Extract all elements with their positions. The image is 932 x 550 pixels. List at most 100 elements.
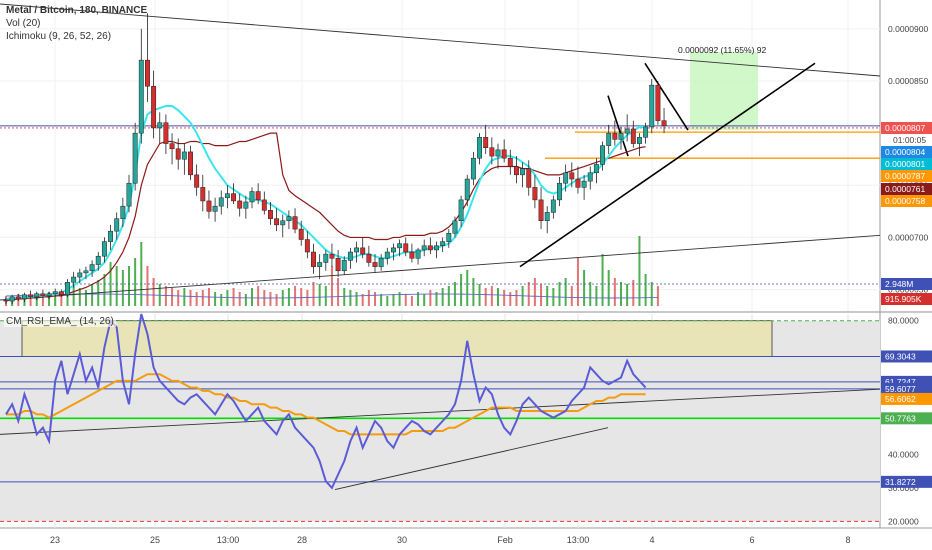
candle — [280, 214, 286, 238]
rsi-background — [0, 320, 880, 522]
candle — [132, 122, 138, 191]
candle-body — [421, 245, 427, 251]
candle-body — [157, 122, 163, 129]
candlesticks — [3, 13, 667, 305]
time-tick-label: Feb — [497, 535, 513, 545]
volume-bar — [386, 296, 389, 306]
volume-bar — [66, 290, 69, 306]
candle-body — [9, 296, 15, 302]
candle-body — [261, 199, 267, 211]
volume-bar — [546, 286, 549, 306]
volume-bar — [490, 286, 493, 306]
candle — [544, 206, 550, 234]
volume-bar — [503, 290, 506, 306]
candle — [34, 291, 40, 300]
volume-bar — [478, 284, 481, 306]
volume-bar — [533, 278, 536, 306]
descending-trendline — [0, 3, 881, 77]
candle — [101, 237, 107, 263]
candle-body — [360, 247, 366, 255]
candle — [643, 122, 649, 144]
chart-title: Metal / Bitcoin, 180, BINANCE — [6, 5, 148, 16]
rsi-badge-bg — [881, 475, 932, 488]
volume-bar — [330, 266, 333, 306]
candle — [58, 289, 64, 297]
candle-body — [108, 230, 113, 242]
volume-bar — [251, 288, 253, 306]
candle-body — [237, 200, 243, 209]
ichimoku-base-line — [6, 132, 646, 301]
candle-body — [347, 251, 353, 261]
volume-bar — [300, 288, 303, 306]
rsi-tick-label: 80.0000 — [888, 316, 919, 326]
volume-bar — [244, 294, 247, 306]
candle — [427, 237, 433, 255]
volume-bar — [576, 258, 579, 306]
candle-body — [600, 145, 605, 165]
candle — [46, 291, 52, 299]
candle — [261, 191, 267, 215]
volume-legend[interactable]: Vol (20) — [6, 18, 41, 29]
volume-bar — [466, 270, 469, 306]
volume-bar — [361, 294, 364, 306]
price-badge: 0.0000758 — [885, 196, 925, 206]
volume-bar — [152, 278, 155, 306]
candle-body — [372, 262, 378, 267]
candle-body — [249, 191, 255, 203]
candle — [323, 249, 329, 271]
candle — [243, 195, 249, 219]
price-axis[interactable] — [880, 0, 932, 528]
candle — [317, 254, 323, 280]
volume-bar — [306, 290, 309, 306]
candle-body — [624, 128, 630, 134]
volume-bar — [29, 298, 32, 306]
ichimoku-legend[interactable]: Ichimoku (9, 26, 52, 26) — [6, 31, 112, 42]
volume-bar — [177, 290, 180, 306]
candle — [483, 124, 489, 154]
candle — [28, 290, 34, 299]
time-tick-label: 8 — [845, 535, 850, 545]
candle-body — [446, 233, 452, 242]
candle — [188, 145, 193, 181]
volume-bar — [589, 282, 592, 306]
candle-body — [224, 193, 230, 199]
candle — [206, 190, 212, 219]
candle — [661, 108, 667, 134]
price-axis-labels: 0.00009000.00008500.00007500.00007000.00… — [881, 24, 932, 526]
candle-body — [298, 228, 304, 240]
volume-bar — [435, 292, 438, 306]
candle-body — [520, 168, 526, 176]
volume-bar — [220, 294, 223, 306]
candle — [581, 174, 587, 200]
volume-bar — [171, 288, 174, 306]
volume-bar — [374, 292, 376, 306]
rsi-badge: 61.7247 — [885, 377, 916, 387]
volume-bar — [650, 282, 653, 306]
candle — [120, 197, 126, 227]
candle — [384, 247, 390, 265]
candle-body — [366, 253, 372, 263]
volume-bar — [558, 282, 561, 306]
flag-line — [607, 95, 629, 157]
candle-body — [71, 276, 77, 283]
price-badge-bg — [881, 122, 932, 134]
candle-body — [323, 253, 329, 263]
candle — [495, 143, 501, 169]
candle-body — [464, 178, 470, 201]
volume-bar — [472, 278, 475, 306]
candle-body — [507, 157, 513, 167]
volume-bar — [410, 296, 413, 306]
candle-body — [329, 253, 335, 259]
volume-bar — [423, 294, 426, 306]
rsi-legend[interactable]: CM_RSI_EMA_ (14, 26) — [4, 316, 116, 327]
candle-body — [477, 137, 483, 159]
candle — [415, 247, 421, 265]
time-tick-label: 13:00 — [567, 535, 590, 545]
candle-body — [126, 182, 132, 207]
volume-bar — [232, 288, 235, 306]
candle-body — [304, 239, 310, 253]
trend-drawings[interactable] — [0, 3, 881, 490]
volume-bar — [404, 294, 407, 306]
time-tick-label: 6 — [749, 535, 754, 545]
